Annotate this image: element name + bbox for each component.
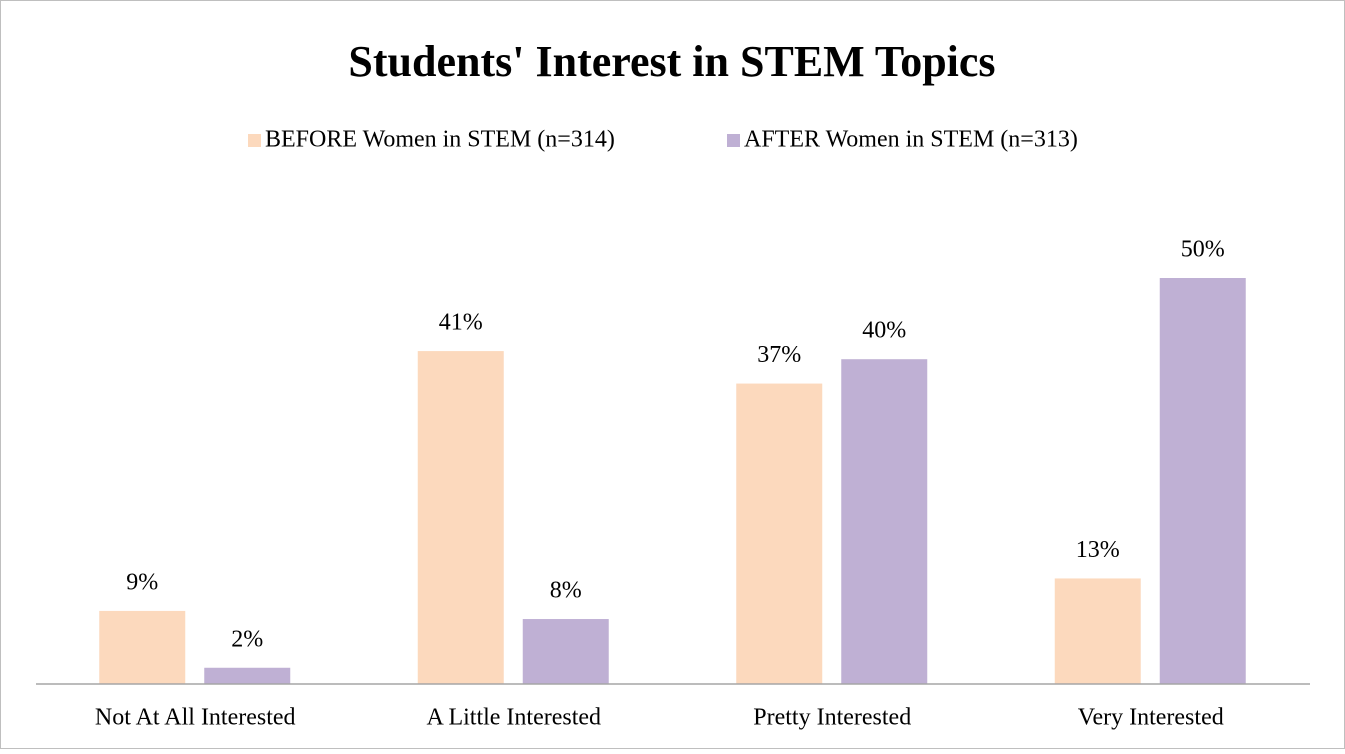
data-label: 37%: [757, 342, 801, 368]
data-label: 8%: [550, 578, 582, 604]
x-tick-label: Very Interested: [1078, 705, 1224, 731]
bar: [417, 351, 504, 684]
x-tick-label: A Little Interested: [426, 705, 601, 731]
legend-label: BEFORE Women in STEM (n=314): [265, 127, 615, 153]
data-label: 50%: [1181, 237, 1225, 263]
x-tick-label: Pretty Interested: [753, 705, 911, 731]
data-label: 2%: [231, 626, 263, 652]
legend-swatch: [248, 134, 261, 147]
bar: [99, 610, 186, 684]
x-tick-label: Not At All Interested: [95, 705, 296, 731]
bar: [841, 359, 928, 684]
bar: [736, 383, 823, 684]
data-label: 40%: [862, 318, 906, 344]
bar: [522, 619, 609, 684]
chart-title: Students' Interest in STEM Topics: [348, 37, 995, 86]
data-label: 41%: [439, 310, 483, 336]
bar: [204, 667, 291, 684]
legend-label: AFTER Women in STEM (n=313): [744, 127, 1078, 153]
data-label: 9%: [126, 569, 158, 595]
data-label: 13%: [1076, 537, 1120, 563]
bar: [1159, 278, 1246, 684]
legend-swatch: [727, 134, 740, 147]
bar: [1054, 578, 1141, 684]
